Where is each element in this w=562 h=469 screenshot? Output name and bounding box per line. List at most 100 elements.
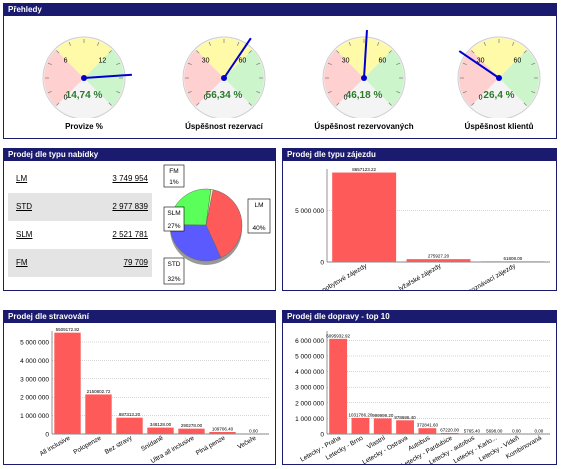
gauge-value: 26,4 % bbox=[483, 90, 514, 101]
gauge-tick bbox=[196, 50, 200, 54]
bar[interactable] bbox=[147, 427, 174, 434]
gauge-tick bbox=[256, 62, 261, 65]
gauge-tick bbox=[471, 50, 475, 54]
gauge-zone bbox=[44, 49, 84, 107]
pie-callout-box bbox=[163, 257, 185, 285]
category-label: Snídaně bbox=[140, 434, 165, 452]
gauge-tick bbox=[116, 91, 121, 94]
bar[interactable] bbox=[116, 417, 143, 434]
gauge-zone bbox=[364, 49, 404, 107]
gauge-tick bbox=[462, 62, 467, 65]
gauge-tick bbox=[327, 62, 332, 65]
gauge-needle bbox=[458, 50, 500, 79]
offer-title: Prodej dle typu nabídky bbox=[4, 149, 275, 161]
bar[interactable] bbox=[418, 428, 437, 434]
bar[interactable] bbox=[440, 432, 459, 434]
gauge-tick bbox=[68, 41, 71, 46]
pie-callout-pct: 1% bbox=[169, 179, 179, 186]
meals-bar-chart: 0 1 000 000 2 000 000 3 000 000 4 000 000 5 0… bbox=[20, 327, 269, 464]
gauge-tick bbox=[483, 41, 486, 46]
gauge-tick bbox=[336, 102, 340, 106]
pie-callout-box bbox=[163, 206, 185, 232]
gauge: 0 6 12 14,74 % Provize % bbox=[14, 18, 154, 134]
y-tick-label: 3 000 000 bbox=[295, 385, 324, 392]
pie-callout-pct: 32% bbox=[167, 276, 180, 283]
bar[interactable] bbox=[85, 394, 112, 434]
overview-title: Přehledy bbox=[4, 4, 556, 16]
gauge-tick-label: 12 bbox=[98, 58, 106, 65]
bar[interactable] bbox=[178, 428, 205, 434]
bar[interactable] bbox=[406, 259, 471, 262]
y-tick-label: 4 000 000 bbox=[20, 358, 49, 365]
gauge-tick bbox=[256, 91, 261, 94]
y-tick-label: 2 000 000 bbox=[20, 395, 49, 402]
gauge-label: Provize % bbox=[65, 122, 103, 131]
bar-data-label: 0.00 bbox=[534, 429, 543, 434]
bar-data-label: 109706.40 bbox=[212, 426, 234, 431]
offer-key[interactable]: SLM bbox=[16, 230, 33, 239]
gauge-tick bbox=[377, 41, 380, 46]
y-tick-label: 5 000 000 bbox=[20, 340, 49, 347]
gauge-tick bbox=[462, 91, 467, 94]
y-tick-label: 1 000 000 bbox=[295, 416, 324, 423]
bar[interactable] bbox=[54, 332, 81, 434]
gauge-needle bbox=[223, 37, 252, 79]
bar[interactable] bbox=[209, 431, 236, 434]
pie-callout-name: SLM bbox=[167, 210, 180, 217]
meals-panel: Prodej dle stravování 0 1 000 000 2 000 00… bbox=[3, 310, 276, 465]
gauge-hub bbox=[221, 75, 227, 81]
gauge-tick bbox=[248, 102, 252, 106]
bar-data-label: 61808.00 bbox=[503, 256, 522, 261]
category-label: Bez stravy bbox=[104, 434, 134, 456]
gauge-tick-label: 6 bbox=[64, 58, 68, 65]
y-tick-label: 5 000 000 bbox=[295, 208, 324, 215]
gauge-tick bbox=[396, 62, 401, 65]
category-label: Večeře bbox=[236, 434, 257, 450]
pie-callout-box bbox=[247, 198, 271, 234]
gauge-tick bbox=[348, 41, 351, 46]
gauge-zone bbox=[324, 49, 364, 107]
gauge-zone bbox=[55, 38, 113, 78]
gauge-hub bbox=[81, 75, 87, 81]
pie-slice bbox=[205, 189, 243, 259]
gauge-tick bbox=[388, 50, 392, 54]
offer-key[interactable]: FM bbox=[16, 258, 28, 267]
gauge-zone bbox=[459, 49, 499, 107]
bar[interactable] bbox=[396, 420, 414, 434]
gauge-value: 56,34 % bbox=[206, 90, 243, 101]
gauge-dial: 0 30 60 56,34 % bbox=[182, 36, 266, 120]
gauge-tick-label: 30 bbox=[477, 58, 485, 65]
pie-callout-pct: 40% bbox=[252, 225, 265, 232]
gauge-tick bbox=[471, 102, 475, 106]
offer-key[interactable]: STD bbox=[16, 202, 32, 211]
bar-data-label: 1031786.20 bbox=[349, 412, 373, 417]
bar-data-label: 5509172.82 bbox=[56, 327, 80, 332]
gauge-tick bbox=[336, 50, 340, 54]
bar-data-label: 887313.20 bbox=[119, 412, 141, 417]
gauge-zone bbox=[84, 49, 124, 107]
gauge-tick bbox=[396, 91, 401, 94]
gauge-tick bbox=[56, 102, 60, 106]
offer-key[interactable]: LM bbox=[16, 174, 28, 183]
gauge-zone bbox=[195, 38, 253, 78]
bar[interactable] bbox=[332, 172, 397, 262]
pie-slice bbox=[205, 189, 214, 226]
gauge-dial: 0 30 60 26,4 % bbox=[457, 36, 541, 120]
bar[interactable] bbox=[351, 417, 370, 434]
bar[interactable] bbox=[373, 418, 392, 434]
tour-type-panel: Prodej dle typu zájezdu 0 5 000 000 865712… bbox=[282, 148, 557, 291]
gauge-zone bbox=[499, 49, 539, 107]
offer-row-std: STD 2 977 839 bbox=[8, 193, 152, 221]
bar[interactable] bbox=[480, 261, 545, 262]
gauge-tick-label: 60 bbox=[238, 58, 246, 65]
offer-table: LM 3 749 954 STD 2 977 839 SLM 2 521 781 FM… bbox=[8, 165, 152, 277]
gauge: 0 30 60 56,34 % Úspěšnost rezervací bbox=[154, 18, 294, 134]
transport-title: Prodej dle dopravy - top 10 bbox=[283, 311, 556, 323]
gauge-zone bbox=[224, 49, 264, 107]
pie-callout-name: LM bbox=[254, 202, 263, 209]
bar[interactable] bbox=[329, 338, 348, 434]
gauge-tick bbox=[523, 102, 527, 106]
gauge-tick bbox=[531, 91, 536, 94]
y-tick-label: 4 000 000 bbox=[295, 369, 324, 376]
gauge-tick-label: 0 bbox=[204, 94, 208, 101]
